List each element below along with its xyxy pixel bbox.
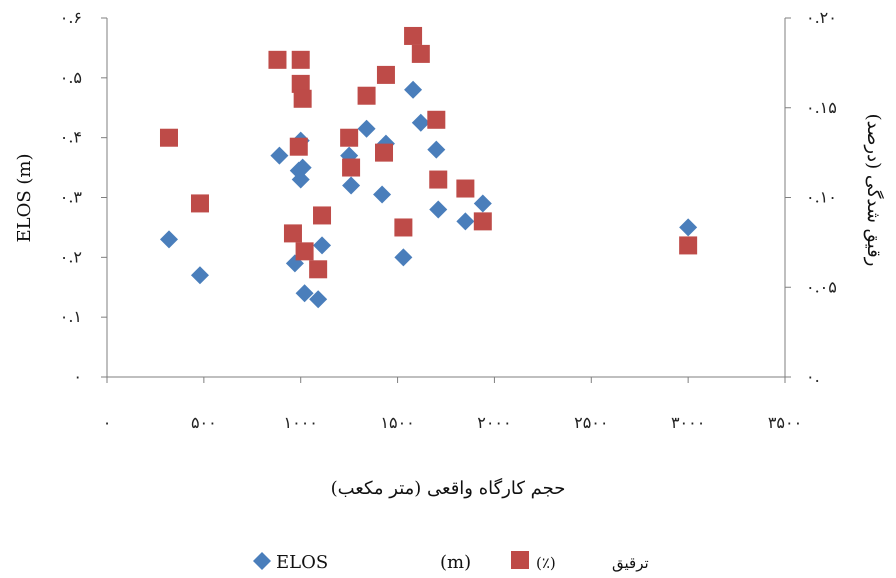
x-tick-label: ۳۰۰۰ (671, 413, 705, 432)
left-y-tick-label: ۰.۵ (60, 68, 82, 87)
left-y-tick-label: ۰.۱ (60, 307, 82, 326)
tick-labels: ۰ ۵۰۰ ۱۰۰۰ ۱۵۰۰ ۲۰۰۰ ۲۵۰۰ ۳۰۰۰ ۳۵۰۰ ۰ ۰.۱ ۰.۲ ۰.۳ ۰.… (60, 8, 837, 432)
legend-elos-label: ELOS (276, 552, 328, 573)
elos-point (309, 290, 328, 309)
x-tick-label: ۲۵۰۰ (574, 413, 608, 432)
elos-point (411, 113, 430, 132)
x-tick-label: ۰ (103, 413, 112, 432)
dilution-point (456, 179, 475, 198)
legend-dilution-label: ترقیق (612, 554, 649, 572)
right-y-tick-label: ۰.۰۵ (806, 277, 837, 296)
x-tick-label: ۵۰۰ (191, 413, 217, 432)
elos-point (373, 185, 392, 204)
right-y-tick-label: ۰.۲۰ (806, 8, 837, 27)
dilution-point (429, 170, 448, 189)
elos-point (291, 170, 310, 189)
dilution-point (190, 194, 209, 213)
legend: ELOS (m) (٪) ترقیق (253, 551, 649, 573)
elos-point (342, 176, 361, 195)
dilution-point (159, 128, 178, 147)
elos-point (473, 194, 492, 213)
legend-dilution-marker (511, 551, 529, 569)
legend-elos-unit: (m) (440, 552, 471, 573)
x-tick-label: ۱۵۰۰ (380, 413, 414, 432)
legend-dilution-unit: (٪) (536, 554, 556, 572)
left-y-axis-title: ELOS (m) (14, 153, 35, 242)
left-y-tick-label: ۰.۳ (60, 188, 83, 207)
dilution-point (291, 74, 310, 93)
dilution-point (295, 242, 314, 261)
elos-point (679, 218, 698, 237)
dilution-point (268, 50, 287, 69)
legend-elos-marker (253, 552, 271, 570)
dilution-point (473, 212, 492, 231)
dilution-point (342, 158, 361, 177)
elos-point (427, 140, 446, 159)
left-y-tick-label: ۰.۶ (60, 8, 82, 27)
dilution-point (283, 224, 302, 243)
elos-point (313, 236, 332, 255)
elos-point (159, 230, 178, 249)
dilution-point (404, 26, 423, 45)
right-y-tick-label: ۰.۱۵ (806, 98, 837, 117)
elos-point (293, 158, 312, 177)
dilution-point (291, 50, 310, 69)
dilution-point (376, 65, 395, 84)
elos-point (357, 119, 376, 138)
dilution-point (679, 236, 698, 255)
dilution-point (309, 260, 328, 279)
dilution-point (293, 89, 312, 108)
left-y-tick-label: ۰.۲ (60, 247, 82, 266)
elos-point (429, 200, 448, 219)
dilution-point (289, 137, 308, 156)
dilution-point (357, 86, 376, 105)
axes (101, 17, 791, 383)
data-points (159, 26, 698, 309)
elos-point (270, 146, 289, 165)
elos-point (190, 266, 209, 285)
dilution-point (340, 128, 359, 147)
right-y-tick-label: ۰.۱۰ (806, 188, 837, 207)
right-y-tick-label: ۰. (806, 367, 820, 386)
dilution-point (411, 44, 430, 63)
x-tick-label: ۳۵۰۰ (768, 413, 802, 432)
left-y-tick-label: ۰ (73, 367, 82, 386)
dilution-point (394, 218, 413, 237)
elos-point (456, 212, 475, 231)
elos-point (404, 80, 423, 99)
elos-point (295, 284, 314, 303)
elos-point (394, 248, 413, 267)
x-tick-label: ۲۰۰۰ (477, 413, 511, 432)
x-tick-label: ۱۰۰۰ (284, 413, 318, 432)
dilution-point (313, 206, 332, 225)
dilution-point (427, 110, 446, 129)
dilution-point (375, 143, 394, 162)
left-y-tick-label: ۰.۴ (60, 128, 82, 147)
right-y-axis-title: رقیق شدگی (درصد) (863, 114, 885, 267)
x-axis-title: حجم کارگاه واقعی (متر مکعب) (331, 477, 566, 499)
